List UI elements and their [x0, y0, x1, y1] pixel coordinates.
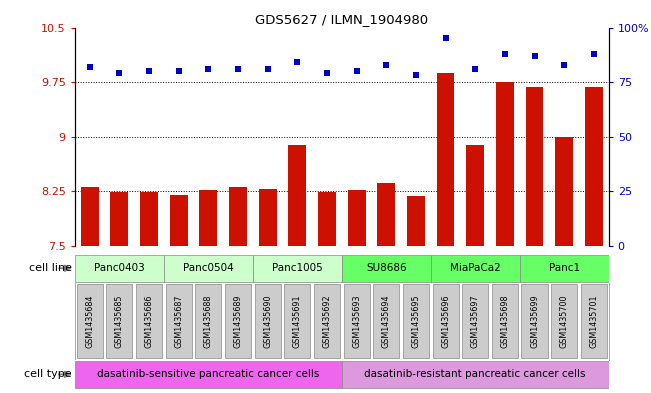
Text: GSM1435697: GSM1435697: [471, 294, 480, 348]
Text: SU8686: SU8686: [366, 263, 407, 273]
Point: [529, 53, 540, 59]
FancyBboxPatch shape: [284, 285, 311, 358]
FancyBboxPatch shape: [551, 285, 577, 358]
Point: [589, 51, 599, 57]
Text: Panc1: Panc1: [549, 263, 580, 273]
Bar: [496, 82, 514, 246]
Bar: [555, 136, 573, 246]
Point: [411, 72, 421, 79]
Text: GSM1435691: GSM1435691: [293, 294, 302, 348]
Title: GDS5627 / ILMN_1904980: GDS5627 / ILMN_1904980: [255, 13, 428, 26]
Text: GSM1435692: GSM1435692: [322, 294, 331, 348]
Text: cell line: cell line: [29, 263, 72, 273]
Text: GSM1435689: GSM1435689: [234, 294, 242, 348]
Text: GSM1435698: GSM1435698: [501, 294, 509, 348]
Text: GSM1435688: GSM1435688: [204, 295, 213, 348]
Bar: [466, 145, 484, 246]
FancyBboxPatch shape: [225, 285, 251, 358]
FancyBboxPatch shape: [431, 255, 519, 282]
Bar: [407, 196, 425, 246]
FancyBboxPatch shape: [314, 285, 340, 358]
Bar: [111, 192, 128, 246]
FancyBboxPatch shape: [492, 285, 518, 358]
Bar: [229, 187, 247, 246]
Text: GSM1435687: GSM1435687: [174, 294, 183, 348]
Bar: [81, 187, 98, 246]
FancyBboxPatch shape: [106, 285, 132, 358]
FancyBboxPatch shape: [165, 285, 191, 358]
Text: dasatinib-sensitive pancreatic cancer cells: dasatinib-sensitive pancreatic cancer ce…: [97, 369, 320, 379]
Bar: [170, 195, 187, 246]
FancyBboxPatch shape: [342, 361, 609, 388]
Point: [114, 70, 124, 77]
Text: cell type: cell type: [24, 369, 72, 379]
Bar: [348, 190, 365, 246]
Text: GSM1435694: GSM1435694: [381, 294, 391, 348]
Bar: [318, 192, 336, 246]
FancyBboxPatch shape: [75, 255, 164, 282]
FancyBboxPatch shape: [521, 285, 547, 358]
Point: [559, 61, 570, 68]
FancyBboxPatch shape: [75, 361, 342, 388]
Point: [322, 70, 332, 77]
FancyBboxPatch shape: [255, 285, 281, 358]
FancyBboxPatch shape: [403, 285, 429, 358]
Bar: [525, 87, 544, 246]
Text: GSM1435690: GSM1435690: [263, 294, 272, 348]
Point: [500, 51, 510, 57]
FancyBboxPatch shape: [519, 255, 609, 282]
Text: GSM1435685: GSM1435685: [115, 294, 124, 348]
Text: GSM1435693: GSM1435693: [352, 294, 361, 348]
FancyBboxPatch shape: [195, 285, 221, 358]
Text: GSM1435700: GSM1435700: [560, 294, 569, 348]
Text: Panc1005: Panc1005: [272, 263, 323, 273]
Bar: [437, 73, 454, 246]
Point: [352, 68, 362, 74]
Text: GSM1435684: GSM1435684: [85, 295, 94, 348]
Point: [381, 61, 391, 68]
FancyBboxPatch shape: [253, 255, 342, 282]
FancyBboxPatch shape: [462, 285, 488, 358]
FancyBboxPatch shape: [164, 255, 253, 282]
FancyBboxPatch shape: [432, 285, 458, 358]
Point: [440, 35, 450, 42]
Text: Panc0403: Panc0403: [94, 263, 145, 273]
Point: [262, 66, 273, 72]
Text: Panc0504: Panc0504: [183, 263, 234, 273]
FancyBboxPatch shape: [344, 285, 370, 358]
Bar: [288, 145, 306, 246]
Text: MiaPaCa2: MiaPaCa2: [450, 263, 501, 273]
FancyBboxPatch shape: [342, 255, 431, 282]
FancyBboxPatch shape: [373, 285, 399, 358]
Text: GSM1435695: GSM1435695: [411, 294, 421, 348]
Point: [203, 66, 214, 72]
Point: [233, 66, 243, 72]
Bar: [378, 183, 395, 246]
FancyBboxPatch shape: [581, 285, 607, 358]
Point: [292, 59, 303, 66]
Bar: [585, 87, 603, 246]
Text: GSM1435699: GSM1435699: [530, 294, 539, 348]
Text: GSM1435696: GSM1435696: [441, 294, 450, 348]
Text: dasatinib-resistant pancreatic cancer cells: dasatinib-resistant pancreatic cancer ce…: [365, 369, 586, 379]
Text: GSM1435686: GSM1435686: [145, 295, 154, 348]
Bar: [199, 190, 217, 246]
FancyBboxPatch shape: [77, 285, 103, 358]
Point: [144, 68, 154, 74]
Text: GSM1435701: GSM1435701: [589, 294, 598, 348]
Bar: [140, 192, 158, 246]
Bar: [258, 189, 277, 246]
Point: [173, 68, 184, 74]
Point: [85, 64, 95, 70]
Point: [470, 66, 480, 72]
FancyBboxPatch shape: [136, 285, 162, 358]
